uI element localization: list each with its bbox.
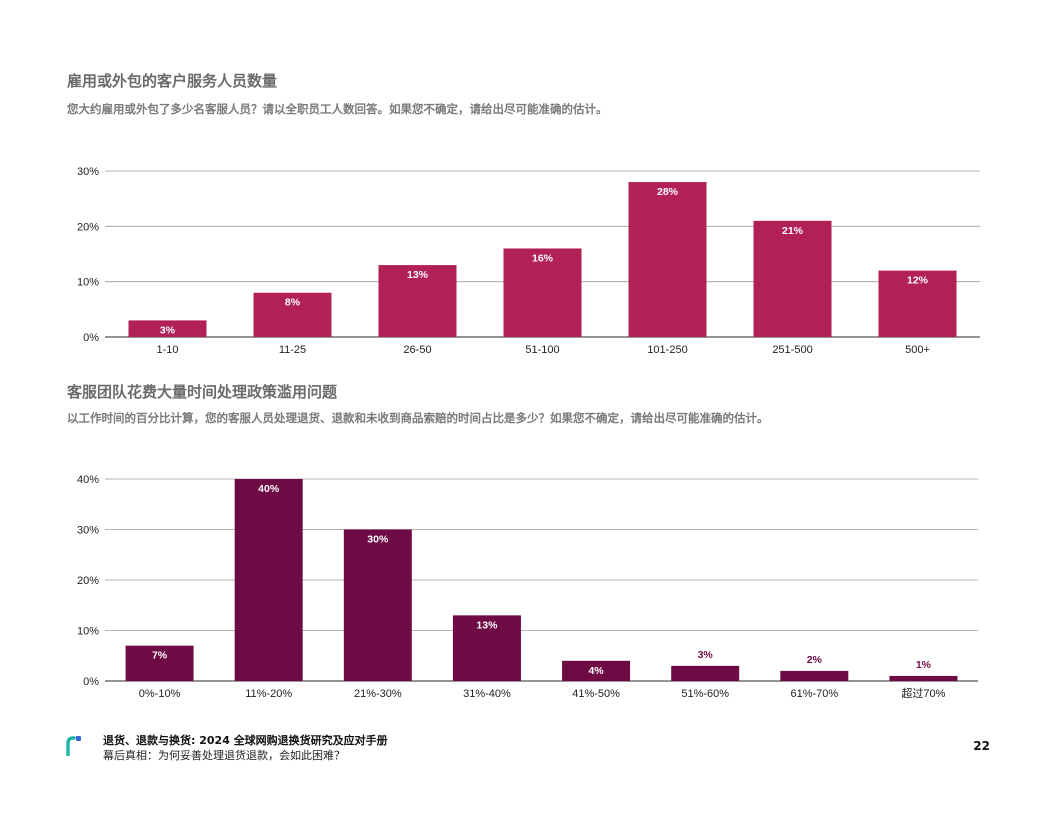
chart1-title: 雇用或外包的客户服务人员数量 [67,72,278,90]
x-tick-label: 500+ [905,344,930,356]
data-label: 13% [407,269,429,281]
y-tick-label: 20% [77,221,99,233]
x-tick-label: 51-100 [525,344,559,356]
y-tick-label: 10% [77,277,99,289]
bar [780,670,849,681]
bar [503,248,582,337]
bar [671,665,740,681]
bar [452,615,521,681]
data-label: 3% [160,324,176,336]
brand-logo-icon [66,736,81,756]
x-tick-label: 0%-10% [139,688,181,700]
x-tick-label: 31%-40% [463,688,511,700]
data-label: 4% [588,665,604,677]
bar [889,675,958,681]
footer-report-subtitle: 幕后真相：为何妥善处理退货退款，会如此困难？ [103,749,345,762]
x-tick-label: 101-250 [647,344,687,356]
data-label: 3% [698,649,714,661]
staff-count-bar-chart: 0% 10% 20% 30% 3% 1-10 8% 11-25 13% 26-50 16% 51-10… [77,166,980,356]
x-tick-label: 41%-50% [572,688,620,700]
x-tick-label: 61%-70% [790,688,838,700]
data-label: 13% [476,619,498,631]
footer-report-title: 退货、退款与换货: 2024 全球网购退换货研究及应对手册 [103,734,388,747]
x-tick-label: 11-25 [279,344,306,356]
data-label: 12% [907,275,929,287]
bar [125,645,194,681]
time-share-bar-chart: 0% 10% 20% 30% 40% 7% 0%-10% 40% 11%-20% 30% 21%-3… [77,474,978,700]
x-tick-label: 51%-60% [681,688,729,700]
x-tick-label: 26-50 [403,344,431,356]
x-tick-label: 超过70% [901,686,945,700]
data-label: 40% [258,483,280,495]
x-tick-label: 1-10 [156,344,178,356]
bar [343,529,412,681]
bar [378,265,457,337]
y-tick-label: 0% [83,676,99,688]
page-number: 22 [973,739,990,753]
data-label: 1% [916,659,932,671]
x-tick-label: 21%-30% [354,688,402,700]
data-label: 21% [782,225,804,237]
data-label: 2% [807,654,823,666]
y-tick-label: 40% [77,474,99,486]
x-tick-label: 11%-20% [245,688,292,700]
bar [128,320,207,337]
y-tick-label: 0% [83,332,99,344]
bar [234,479,303,681]
data-label: 8% [285,297,301,309]
chart1-subtitle: 您大约雇用或外包了多少名客服人员？请以全职员工人数回答。如果您不确定，请给出尽可… [67,102,608,116]
bar [628,182,707,337]
data-label: 28% [657,186,679,198]
y-tick-label: 20% [77,575,99,587]
x-tick-label: 251-500 [772,344,812,356]
data-label: 7% [152,650,168,662]
bar [253,292,332,337]
chart2-title: 客服团队花费大量时间处理政策滥用问题 [67,383,338,401]
y-tick-label: 30% [77,525,99,537]
bar [753,220,832,337]
chart2-subtitle: 以工作时间的百分比计算，您的客服人员处理退货、退款和未收到商品索赔的时间占比是多… [67,411,769,425]
bar [562,660,631,681]
y-tick-label: 10% [77,626,99,638]
data-label: 30% [367,534,389,546]
data-label: 16% [532,252,554,264]
y-tick-label: 30% [77,166,99,178]
bar [878,270,957,337]
